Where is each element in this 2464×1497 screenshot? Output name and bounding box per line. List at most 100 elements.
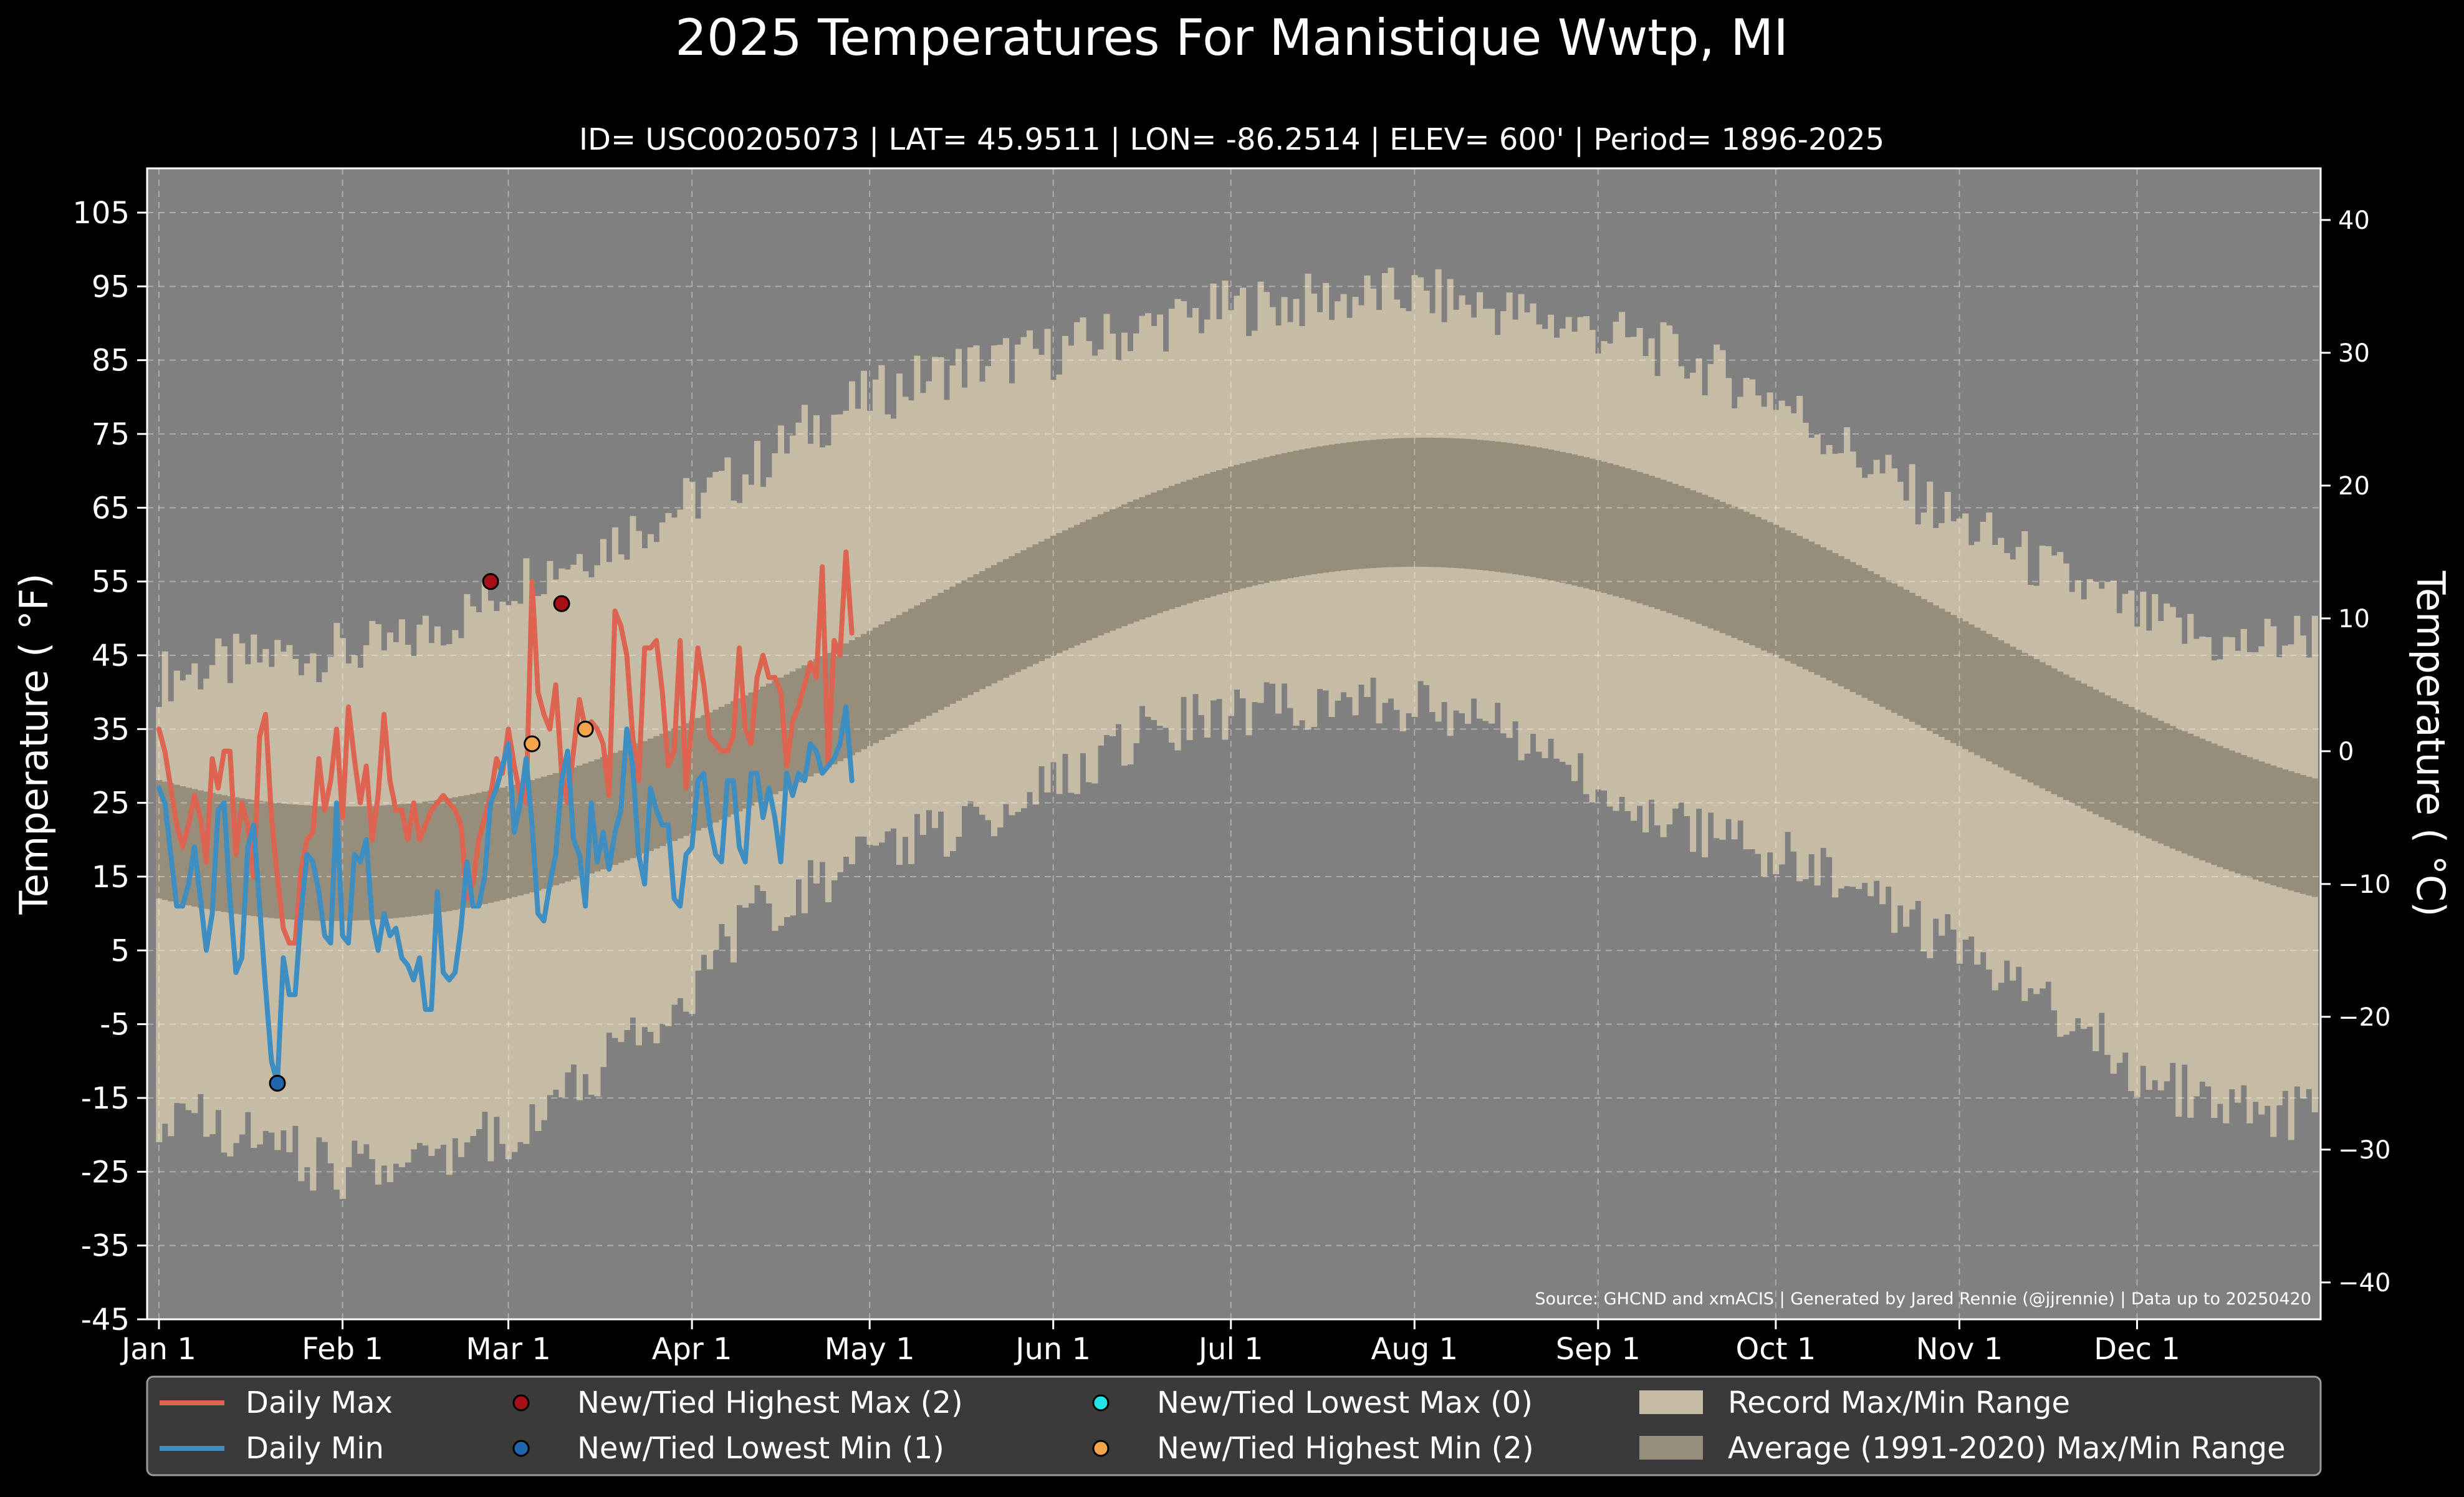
average-range-bar <box>1856 565 1862 695</box>
average-range-bar <box>1814 544 1821 675</box>
average-range-bar <box>2098 692 2105 817</box>
average-range-bar <box>772 680 779 794</box>
record-range-bar <box>967 347 974 802</box>
average-range-bar <box>1482 440 1489 571</box>
average-range-bar <box>1518 445 1525 575</box>
average-range-bar <box>1589 458 1596 590</box>
average-range-bar <box>2128 706 2135 831</box>
average-range-bar <box>1192 478 1199 602</box>
average-range-bar <box>1927 602 1934 731</box>
average-range-bar <box>517 783 524 896</box>
average-range-bar <box>2003 643 2010 771</box>
y-tick-label: 55 <box>92 565 130 600</box>
average-range-bar <box>1406 438 1412 567</box>
average-range-bar <box>493 789 500 902</box>
record-range-bar <box>2145 630 2152 1090</box>
average-range-bar <box>1429 437 1436 567</box>
average-range-bar <box>1897 586 1904 716</box>
average-range-bar <box>381 805 388 919</box>
average-range-bar <box>635 743 642 856</box>
average-range-bar <box>1761 519 1768 651</box>
average-range-bar <box>1743 511 1750 643</box>
average-range-bar <box>1672 483 1679 615</box>
average-range-bar <box>1399 438 1406 567</box>
average-range-bar <box>1151 492 1158 615</box>
record-range-bar <box>2193 638 2200 1097</box>
average-range-bar <box>239 798 246 915</box>
average-range-bar <box>1553 450 1560 582</box>
average-range-bar <box>161 781 168 900</box>
average-range-bar <box>487 790 494 903</box>
average-range-bar <box>594 759 601 872</box>
average-range-bar <box>1873 574 1880 704</box>
average-range-bar <box>1849 562 1856 692</box>
average-range-bar <box>689 720 696 834</box>
legend: Daily Max Daily Min New/Tied Highest Max… <box>146 1375 2322 1476</box>
average-range-bar <box>1423 437 1430 567</box>
legend-highest-min-marker <box>1092 1440 1110 1457</box>
average-range-bar <box>1453 438 1460 569</box>
average-range-bar <box>1778 527 1785 658</box>
average-range-bar <box>949 586 956 704</box>
average-range-bar <box>748 692 755 806</box>
average-range-bar <box>2252 759 2259 880</box>
legend-average-range-swatch <box>1639 1436 1703 1460</box>
average-range-bar <box>1631 470 1637 602</box>
average-range-bar <box>428 801 435 914</box>
legend-highest-max-label: New/Tied Highest Max (2) <box>577 1385 963 1420</box>
y-tick-label: 85 <box>92 344 130 378</box>
legend-record-range-swatch <box>1639 1390 1703 1414</box>
average-range-bar <box>1891 583 1898 713</box>
average-range-bar <box>1506 443 1513 574</box>
average-range-bar <box>1861 568 1868 698</box>
record-range-bar <box>937 357 944 812</box>
average-range-bar <box>1002 559 1010 678</box>
legend-daily-max-label: Daily Max <box>246 1385 393 1420</box>
y-axis-label-right: Temperature ( °C) <box>2408 570 2453 917</box>
average-range-bar <box>2193 736 2200 859</box>
average-range-bar <box>410 802 417 917</box>
average-range-bar <box>2039 662 2046 789</box>
average-range-bar <box>1962 621 1969 749</box>
record-range-bar <box>2235 650 2241 1103</box>
average-range-bar <box>1702 494 1709 627</box>
record-range-bar <box>878 365 885 843</box>
record-range-bar <box>2027 585 2034 988</box>
average-range-bar <box>2223 748 2230 870</box>
average-range-bar <box>2228 750 2235 872</box>
y-tick-label-right: −20 <box>2338 1003 2390 1032</box>
average-range-bar <box>1032 544 1039 664</box>
average-range-bar <box>292 804 299 920</box>
average-range-bar <box>926 599 932 716</box>
average-range-bar <box>1666 481 1673 614</box>
average-range-bar <box>1026 547 1033 667</box>
average-range-bar <box>535 778 542 891</box>
average-range-bar <box>1731 506 1738 638</box>
average-range-bar <box>1548 450 1555 580</box>
x-tick-label: Nov 1 <box>1916 1332 2003 1367</box>
average-range-bar <box>2122 704 2129 828</box>
average-range-bar <box>1269 456 1276 582</box>
average-range-bar <box>1340 443 1347 571</box>
average-range-bar <box>819 656 826 771</box>
average-range-bar <box>1749 514 1756 646</box>
average-range-bar <box>540 776 547 889</box>
average-range-bar <box>1109 509 1116 631</box>
record-range-bar <box>2246 652 2253 1124</box>
average-range-bar <box>606 754 613 867</box>
average-range-bar <box>1252 460 1258 586</box>
average-range-bar <box>914 605 921 722</box>
average-range-bar <box>322 806 328 921</box>
average-range-bar <box>2145 715 2152 839</box>
average-range-bar <box>1932 605 1939 734</box>
average-range-bar <box>1257 458 1264 584</box>
average-range-bar <box>1678 486 1685 618</box>
average-range-bar <box>215 794 222 912</box>
average-range-bar <box>1785 530 1791 662</box>
average-range-bar <box>955 583 962 701</box>
y-tick-label: 45 <box>92 638 130 673</box>
average-range-bar <box>2092 689 2099 814</box>
average-range-bar <box>1234 465 1240 590</box>
average-range-bar <box>1477 440 1484 570</box>
